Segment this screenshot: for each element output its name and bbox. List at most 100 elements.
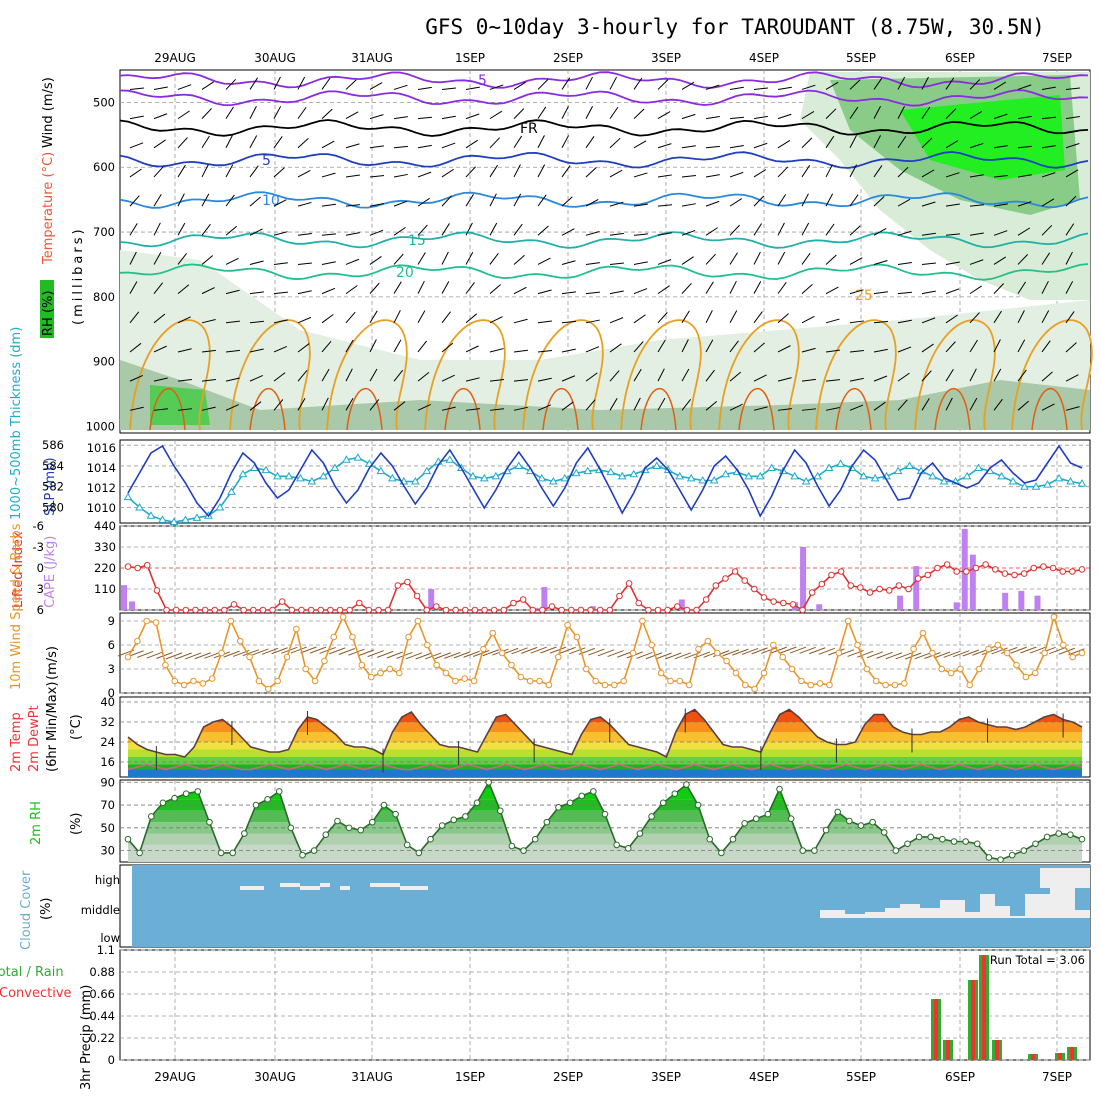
wind-barb [441,223,450,236]
temp-band [128,757,1082,765]
cape-tick: 110 [94,582,116,596]
wind10-point [330,633,338,641]
slp-tick: 1016 [87,441,116,455]
wind10-point [255,677,263,685]
lifted-index-point [847,582,855,589]
wind-barb [705,401,718,411]
cloud-tick: low [100,931,120,945]
wind-barb [393,339,402,353]
rh-shade-lower-mid [120,360,1090,430]
wind-barb [225,194,235,207]
wind10-barb [137,650,154,658]
thickness-tick: 580 [42,500,64,514]
wind10-point [152,619,160,626]
slp-tick: 1014 [87,461,116,475]
temp-band [128,732,1082,742]
rh2m-point [973,840,981,848]
wind-barb [585,198,599,207]
wind10-point [1059,641,1067,649]
wind-barb [273,345,288,353]
wind10-label: 10m Wind Speed & Barbs [9,523,24,690]
wind-barb [825,379,840,382]
wind-barb [465,313,478,324]
wind10-point [442,669,450,677]
wind-barb [753,115,768,120]
lifted-index-point [779,599,787,607]
rh2m-point [939,835,946,843]
rh2m-point [741,819,748,827]
wind-barb [249,196,261,207]
wind10-point [657,669,665,677]
wind-barb [465,166,476,178]
wind-barb [153,282,164,294]
wind-barb [225,164,234,178]
wind-barb [1065,251,1073,265]
lifted-index-point [982,561,989,568]
thickness-point [1020,482,1029,490]
wind-barb [1041,86,1056,90]
lifted-index-point [645,606,652,614]
wind10-point [1050,613,1058,621]
wind-barb [561,348,576,353]
thickness-point [479,473,489,482]
upper-y-tick: 900 [93,355,115,369]
upper-y-tick: 800 [93,290,115,304]
precip-tick: 0 [108,1053,115,1067]
wind-barb [513,108,525,119]
thickness-tick: 582 [42,480,64,494]
wind-barb [201,223,211,236]
wind-barb [273,372,286,382]
wind-barb [849,257,863,265]
wind-barb [585,346,600,353]
wind10-barb [674,652,691,660]
temp-contour-25 [424,319,506,431]
cape-bar [800,547,807,610]
rh2m-point [124,835,132,843]
lifted-index-point [693,606,700,614]
wind-barb [609,370,620,382]
wind10-point [143,617,151,625]
wind10-barb [463,650,480,658]
wind-barb [201,108,212,119]
wind-barb [801,315,815,324]
wind-barb [177,164,186,178]
rh2m-point [206,818,213,826]
wind-barb [441,142,456,149]
wind-barb [777,251,786,265]
cape-bar [913,566,920,610]
date-label-bottom: 7SEP [1042,1070,1072,1084]
wind-barb [849,350,864,353]
temp2m-tick: 32 [100,715,115,729]
rh2m-point [520,847,527,854]
wind10-barb [569,647,586,655]
date-label-top: 31AUG [351,51,393,65]
rh2m-point [915,833,923,841]
wind-barb [945,172,960,178]
date-label-top: 2SEP [553,51,583,65]
wind-barb [537,225,549,236]
wind10-barb [549,646,567,654]
wind-barb [609,317,624,324]
thickness-point [928,471,937,480]
wind10-point [480,645,487,653]
wind10-barb [453,651,471,659]
wind10-point [826,681,833,689]
lifted-index-point [539,606,546,614]
temp-contour-25 [815,319,897,431]
wind-barb [537,164,546,178]
cape-bar [816,604,823,610]
wind-barb [897,261,912,265]
wind-barb [537,404,552,411]
precip-label-a: Total / Rain [0,965,64,980]
lifted-index-point [943,561,951,568]
wind-barb [945,341,956,353]
temp-contour-line [119,231,1089,249]
cloud-label: Cloud Cover [19,870,34,950]
upper-mb-label: (millibars) [71,226,86,325]
rh2m-point [345,824,353,832]
thickness-point [158,515,167,523]
wind-barb [825,108,837,119]
wind10-barb [252,648,269,656]
wind-barb [993,256,1007,265]
wind-barb [849,135,857,149]
